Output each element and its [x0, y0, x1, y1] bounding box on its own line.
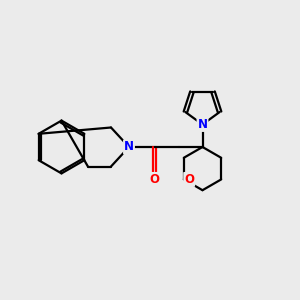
Text: O: O	[149, 173, 160, 186]
Text: N: N	[197, 118, 208, 131]
Text: O: O	[184, 173, 194, 186]
Text: N: N	[124, 140, 134, 154]
